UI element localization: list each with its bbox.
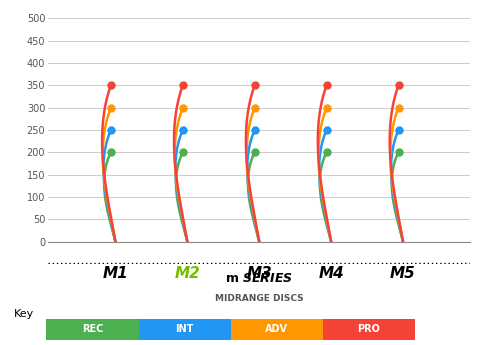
Bar	[231, 319, 323, 340]
Text: M5: M5	[390, 266, 416, 282]
Bar	[323, 319, 415, 340]
Text: INT: INT	[176, 325, 194, 334]
Text: $\bf{m}$ SERIES: $\bf{m}$ SERIES	[225, 272, 293, 285]
Bar	[139, 319, 231, 340]
Bar	[47, 319, 139, 340]
Text: REC: REC	[82, 325, 103, 334]
Text: Key: Key	[14, 309, 35, 319]
Text: M4: M4	[318, 266, 344, 282]
Text: M3: M3	[246, 266, 272, 282]
Text: MIDRANGE DISCS: MIDRANGE DISCS	[215, 294, 303, 303]
Text: ADV: ADV	[265, 325, 288, 334]
Text: M2: M2	[174, 266, 200, 282]
Text: PRO: PRO	[358, 325, 381, 334]
Text: M1: M1	[103, 266, 128, 282]
